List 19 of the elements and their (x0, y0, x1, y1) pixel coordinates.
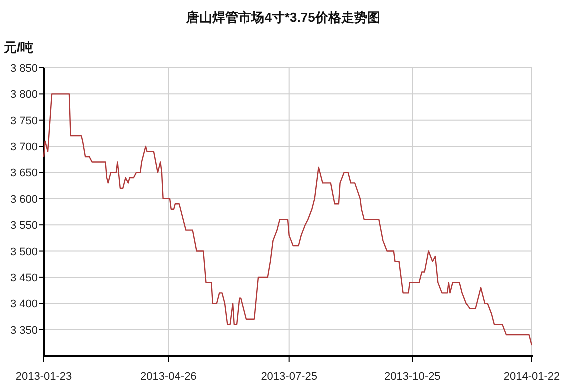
y-tick-label: 3 750 (10, 115, 38, 128)
x-tick-label: 2013-04-26 (140, 371, 197, 383)
y-tick-label: 3 400 (10, 298, 38, 311)
y-tick-label: 3 700 (10, 142, 38, 154)
line-series (43, 94, 533, 346)
y-axis-title: 元/吨 (3, 40, 34, 55)
y-tick-label: 3 800 (10, 89, 38, 102)
x-tick-label: 2013-10-25 (384, 371, 441, 383)
x-tick-label: 2013-01-23 (16, 371, 72, 383)
y-tick-label: 3 850 (10, 63, 38, 75)
y-tick-label: 3 450 (10, 272, 38, 284)
y-tick-label: 3 500 (10, 246, 38, 258)
y-tick-label: 3 550 (10, 220, 38, 232)
x-tick-label: 2013-07-25 (261, 371, 318, 383)
chart-title: 唐山焊管市场4寸*3.75价格走势图 (186, 10, 380, 25)
y-tick-label: 3 650 (10, 168, 38, 180)
x-tick-label: 2014-01-22 (504, 371, 560, 383)
y-tick-label: 3 350 (10, 324, 38, 337)
y-tick-label: 3 600 (10, 194, 38, 206)
